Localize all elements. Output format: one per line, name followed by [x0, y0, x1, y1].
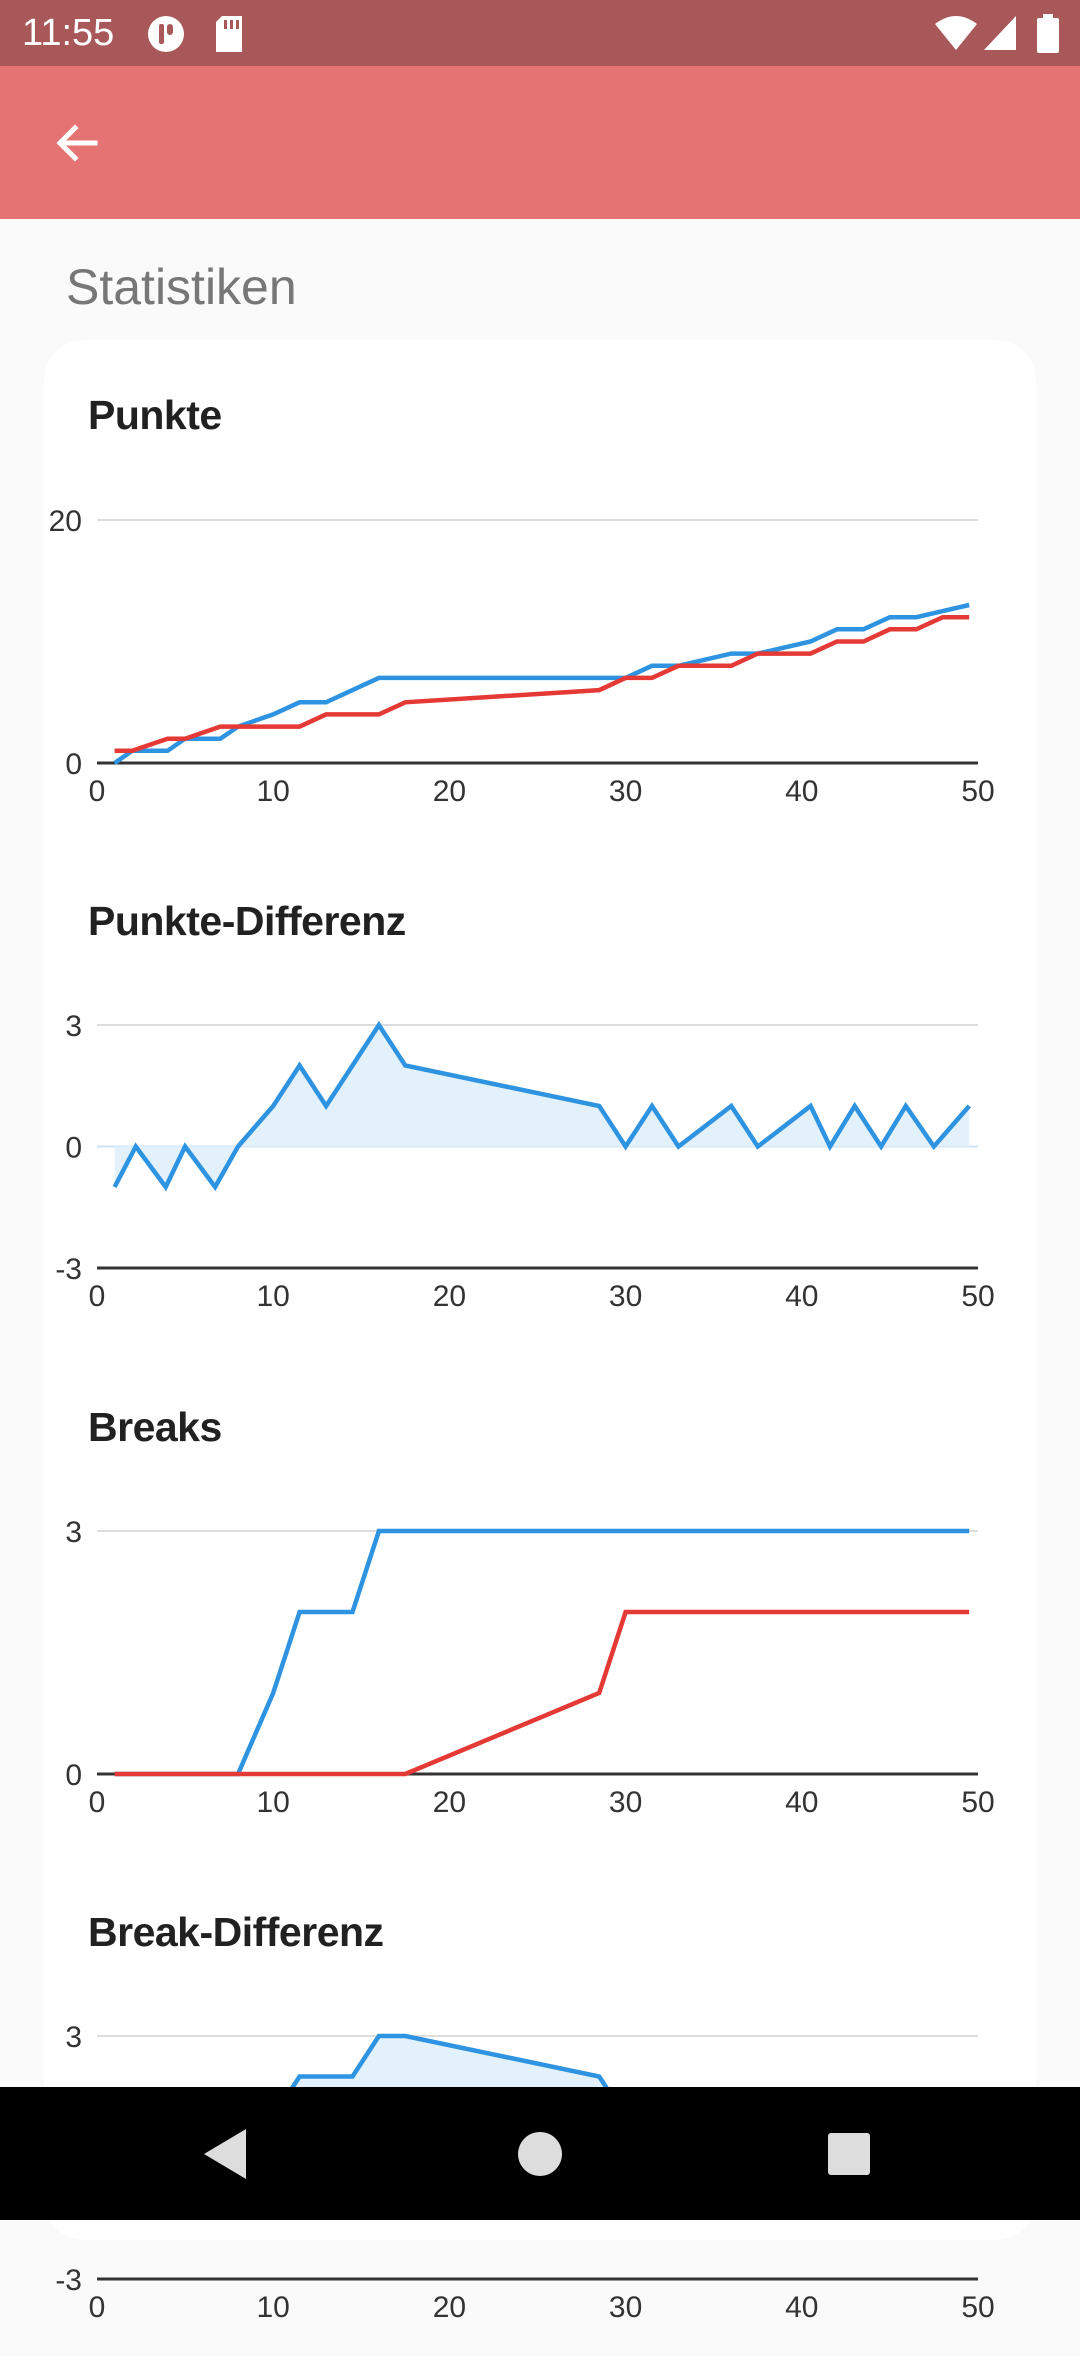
x-tick-label: 50 — [961, 1280, 994, 1313]
series-line-2 — [114, 614, 970, 754]
series-area — [114, 1025, 970, 1187]
nav-recents-icon[interactable] — [818, 2123, 880, 2185]
back-button[interactable] — [38, 104, 116, 182]
nav-home-icon[interactable] — [509, 2123, 571, 2185]
navigation-bar — [0, 2087, 1080, 2220]
x-tick-label: 40 — [785, 1280, 818, 1313]
series-line-2 — [114, 1609, 970, 1777]
x-tick-label: 50 — [961, 2291, 994, 2324]
y-tick-label: 0 — [65, 748, 82, 781]
x-tick-label: 30 — [609, 775, 642, 808]
x-tick-label: 0 — [89, 1280, 106, 1313]
battery-icon — [1037, 14, 1059, 53]
x-tick-label: 0 — [89, 775, 106, 808]
x-tick-label: 10 — [257, 2291, 290, 2324]
y-tick-label: -3 — [55, 1253, 82, 1286]
wifi-icon — [935, 16, 977, 50]
notification-app-icon — [148, 16, 184, 52]
chart-points: 0 20 0 10 20 30 40 50 — [49, 505, 995, 808]
app-bar — [0, 66, 1080, 219]
arrow-back-icon — [56, 124, 98, 162]
x-tick-label: 50 — [961, 775, 994, 808]
sd-card-icon — [216, 16, 242, 52]
chart-breaks: 030 10 20 30 40 50 — [65, 1516, 994, 1819]
x-tick-label: 10 — [257, 1280, 290, 1313]
page-title: Statistiken — [66, 259, 297, 315]
x-tick-label: 40 — [785, 2291, 818, 2324]
x-tick-label: 30 — [609, 1280, 642, 1313]
x-tick-label: 10 — [257, 1786, 290, 1819]
x-tick-label: 40 — [785, 1786, 818, 1819]
chart-title-break-difference: Break-Differenz — [88, 1909, 384, 1955]
series-line-1 — [114, 1528, 970, 1777]
y-tick-label: 0 — [65, 1132, 82, 1165]
x-tick-label: 0 — [89, 2291, 106, 2324]
nav-back-icon[interactable] — [194, 2123, 256, 2185]
x-tick-label: 10 — [257, 775, 290, 808]
y-tick-label: -3 — [55, 2264, 82, 2297]
series-line-1 — [112, 1020, 971, 1192]
chart-title-points: Punkte — [88, 392, 222, 438]
x-tick-label: 20 — [433, 1280, 466, 1313]
chart-title-breaks: Breaks — [88, 1404, 222, 1450]
y-tick-label: 0 — [65, 1759, 82, 1792]
status-time: 11:55 — [22, 12, 115, 54]
signal-icon — [984, 16, 1016, 50]
y-tick-label: 3 — [65, 1516, 82, 1549]
x-tick-label: 40 — [785, 775, 818, 808]
x-tick-label: 0 — [89, 1786, 106, 1819]
x-tick-label: 20 — [433, 775, 466, 808]
x-tick-label: 50 — [961, 1786, 994, 1819]
series-line-1 — [113, 602, 970, 765]
y-tick-label: 3 — [65, 2021, 82, 2054]
y-tick-label: 20 — [49, 505, 82, 538]
status-bar: 11:55 — [0, 0, 1080, 66]
x-tick-label: 30 — [609, 2291, 642, 2324]
y-tick-label: 3 — [65, 1010, 82, 1043]
x-tick-label: 20 — [433, 1786, 466, 1819]
x-tick-label: 30 — [609, 1786, 642, 1819]
statistics-card — [44, 340, 1036, 2240]
x-tick-label: 20 — [433, 2291, 466, 2324]
chart-title-points-difference: Punkte-Differenz — [88, 898, 406, 944]
